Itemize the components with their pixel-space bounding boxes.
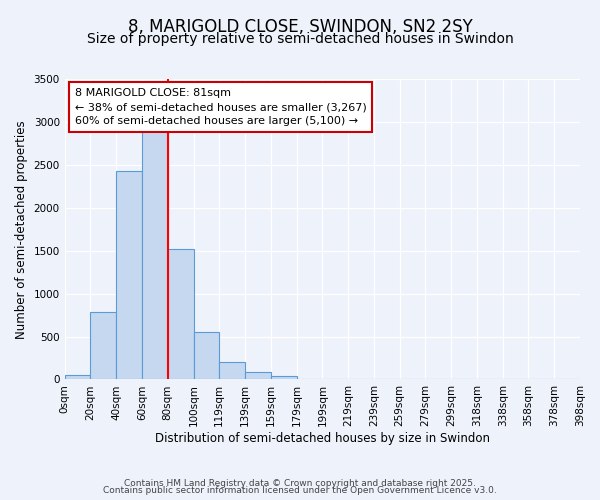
Bar <box>219 362 245 380</box>
X-axis label: Distribution of semi-detached houses by size in Swindon: Distribution of semi-detached houses by … <box>155 432 490 445</box>
Bar <box>91 312 116 380</box>
Text: Size of property relative to semi-detached houses in Swindon: Size of property relative to semi-detach… <box>86 32 514 46</box>
Text: 8 MARIGOLD CLOSE: 81sqm
← 38% of semi-detached houses are smaller (3,267)
60% of: 8 MARIGOLD CLOSE: 81sqm ← 38% of semi-de… <box>75 88 367 126</box>
Bar <box>193 332 219 380</box>
Bar <box>65 375 91 380</box>
Y-axis label: Number of semi-detached properties: Number of semi-detached properties <box>15 120 28 338</box>
Text: Contains public sector information licensed under the Open Government Licence v3: Contains public sector information licen… <box>103 486 497 495</box>
Text: 8, MARIGOLD CLOSE, SWINDON, SN2 2SY: 8, MARIGOLD CLOSE, SWINDON, SN2 2SY <box>128 18 472 36</box>
Bar <box>245 372 271 380</box>
Text: Contains HM Land Registry data © Crown copyright and database right 2025.: Contains HM Land Registry data © Crown c… <box>124 478 476 488</box>
Bar <box>116 171 142 380</box>
Bar <box>168 249 193 380</box>
Bar <box>271 376 296 380</box>
Bar <box>142 132 168 380</box>
